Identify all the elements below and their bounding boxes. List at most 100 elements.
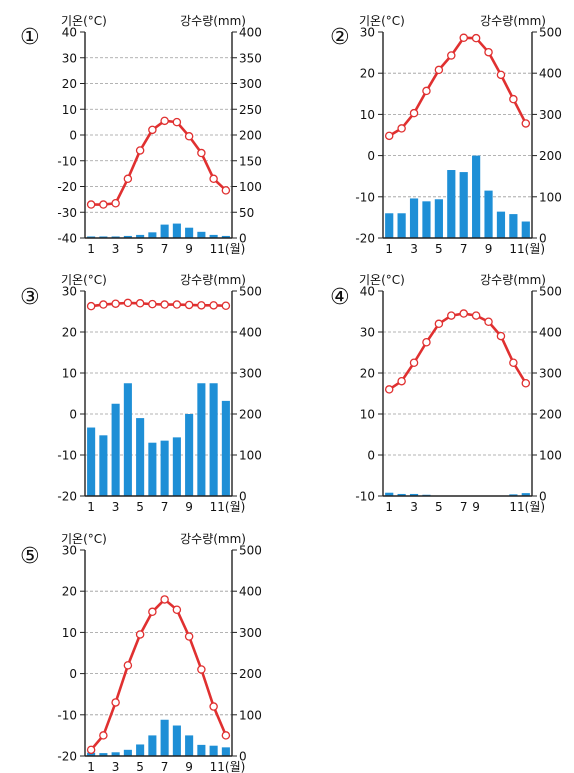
right-tick-label: 500: [539, 26, 562, 40]
temperature-point: [434, 65, 444, 75]
precipitation-bar: [148, 735, 157, 756]
right-tick-label: 300: [539, 367, 562, 381]
left-tick-label: 10: [360, 108, 375, 122]
x-tick-label: 11(월): [509, 500, 545, 514]
precipitation-bar: [385, 213, 394, 238]
right-axis-title: 강수량(mm): [180, 14, 246, 28]
temperature-point: [471, 33, 481, 43]
left-tick-label: 20: [62, 326, 77, 340]
temperature-point: [521, 378, 531, 388]
temperature-point: [484, 317, 493, 326]
temperature-point: [422, 337, 431, 347]
temperature-point: [184, 132, 194, 141]
temperature-point: [172, 300, 182, 309]
left-tick-label: 20: [360, 367, 375, 381]
precipitation-bar: [123, 383, 132, 496]
precipitation-bar: [209, 383, 218, 496]
right-tick-label: 500: [239, 544, 262, 558]
precipitation-bar: [148, 442, 157, 496]
x-tick-label: 9: [185, 242, 193, 256]
precipitation-bar: [123, 235, 132, 238]
temperature-point: [434, 319, 444, 329]
x-tick-label: 5: [136, 760, 144, 773]
temperature-point: [221, 301, 231, 311]
x-tick-label: 9: [185, 500, 193, 514]
precipitation-bar: [447, 170, 456, 238]
left-tick-label: 40: [360, 285, 375, 299]
precipitation-bar: [221, 235, 230, 238]
precipitation-bar: [209, 745, 218, 756]
x-tick-label: 11(월): [210, 760, 246, 773]
left-tick-label: -30: [57, 206, 77, 220]
left-tick-label: 40: [62, 26, 77, 40]
climate-chart-5: ⑤기온(°C) 강수량(mm)-20-1001020300100200300400…: [20, 532, 262, 773]
climate-chart-2: ②기온(°C) 강수량(mm)-20-1001020300100200300400…: [330, 14, 562, 256]
temperature-point: [409, 108, 419, 118]
precipitation-bar: [111, 236, 120, 238]
left-tick-label: -10: [57, 708, 77, 722]
right-tick-label: 300: [539, 108, 562, 122]
right-tick-label: 400: [239, 585, 262, 599]
precipitation-bar: [185, 227, 194, 238]
left-tick-label: 0: [367, 449, 375, 463]
temperature-point: [409, 358, 419, 367]
right-tick-label: 100: [239, 449, 262, 463]
left-tick-label: -10: [355, 490, 375, 504]
precipitation-bar: [397, 213, 406, 238]
precipitation-bar: [209, 234, 218, 238]
x-tick-label: 9: [472, 500, 480, 514]
precipitation-bar: [111, 403, 120, 496]
temperature-point: [221, 731, 231, 740]
precipitation-bar: [136, 744, 145, 756]
x-tick-label: 3: [410, 500, 418, 514]
left-tick-label: 10: [62, 103, 77, 117]
precipitation-bar: [87, 752, 96, 756]
temperature-point: [172, 117, 182, 127]
temperature-point: [135, 299, 145, 308]
precipitation-bar: [385, 492, 394, 496]
precipitation-bar: [160, 224, 169, 238]
temperature-point: [111, 299, 120, 308]
x-tick-label: 3: [112, 242, 120, 256]
temperature-point: [459, 33, 468, 43]
precipitation-bar: [172, 223, 181, 238]
right-tick-label: 0: [239, 232, 247, 246]
temperature-point: [397, 376, 406, 386]
left-tick-label: 0: [69, 408, 77, 422]
precipitation-bar: [99, 753, 108, 756]
right-tick-label: 200: [539, 149, 562, 163]
left-tick-label: 10: [62, 367, 77, 381]
temperature-point: [86, 301, 96, 311]
x-tick-label: 5: [435, 242, 443, 256]
precipitation-bar: [99, 435, 108, 496]
temperature-point: [111, 198, 120, 208]
precipitation-bar: [172, 437, 181, 496]
left-tick-label: 10: [360, 408, 375, 422]
chart-number-label: ③: [20, 285, 40, 310]
right-tick-label: 350: [239, 51, 262, 65]
left-tick-label: 0: [367, 149, 375, 163]
right-tick-label: 400: [539, 326, 562, 340]
left-tick-label: 30: [62, 51, 77, 65]
temperature-point: [86, 200, 96, 209]
left-axis-title: 기온(°C): [61, 14, 107, 28]
right-axis-title: 강수량(mm): [480, 273, 546, 287]
right-tick-label: 200: [239, 129, 262, 143]
temperature-point: [123, 174, 133, 184]
x-tick-label: 7: [161, 760, 169, 773]
left-tick-label: 0: [69, 667, 77, 681]
temperature-point: [397, 124, 406, 133]
right-tick-label: 200: [239, 667, 262, 681]
precipitation-bar: [509, 214, 518, 238]
right-tick-label: 400: [239, 326, 262, 340]
right-tick-label: 300: [239, 626, 262, 640]
temperature-line: [388, 36, 527, 137]
precipitation-bar: [197, 231, 206, 238]
left-tick-label: 10: [62, 626, 77, 640]
temperature-point: [459, 309, 468, 318]
temperature-point: [123, 298, 133, 308]
left-tick-label: -40: [57, 232, 77, 246]
temperature-point: [86, 745, 96, 755]
temperature-point: [172, 605, 182, 614]
